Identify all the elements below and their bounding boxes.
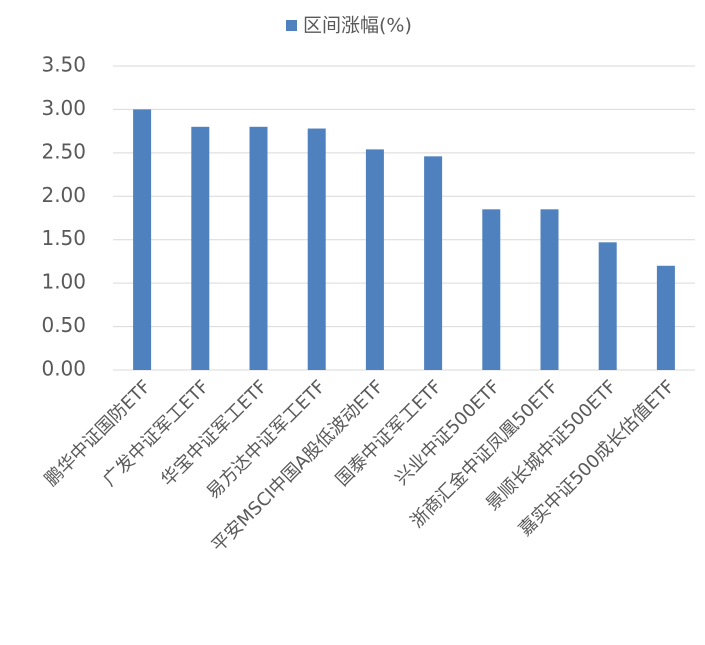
bar <box>482 209 501 370</box>
y-tick-label: 3.50 <box>41 53 86 77</box>
bar <box>598 242 617 370</box>
y-tick-label: 1.50 <box>41 226 86 250</box>
x-tick-label: 华宝中证军工ETF <box>157 376 271 490</box>
bar <box>191 126 210 370</box>
bar <box>424 156 443 370</box>
y-tick-label: 2.00 <box>41 183 86 207</box>
legend-swatch <box>286 20 297 31</box>
bar <box>249 126 268 370</box>
y-tick-label: 2.50 <box>41 139 86 163</box>
y-tick-label: 0.00 <box>41 357 86 381</box>
bar <box>365 149 384 370</box>
x-tick-label: 国泰中证军工ETF <box>332 376 446 490</box>
bar <box>133 109 152 370</box>
bar <box>540 209 559 370</box>
bar <box>656 265 675 370</box>
x-tick-label: 鹏华中证国防ETF <box>41 376 155 490</box>
x-tick-label: 广发中证军工ETF <box>99 376 213 490</box>
y-tick-label: 3.00 <box>41 96 86 120</box>
legend-label: 区间涨幅(%) <box>303 15 412 37</box>
x-tick-label: 兴业中证500ETF <box>391 376 504 489</box>
y-tick-label: 0.50 <box>41 313 86 337</box>
bar <box>307 128 326 370</box>
y-tick-label: 1.00 <box>41 270 86 294</box>
